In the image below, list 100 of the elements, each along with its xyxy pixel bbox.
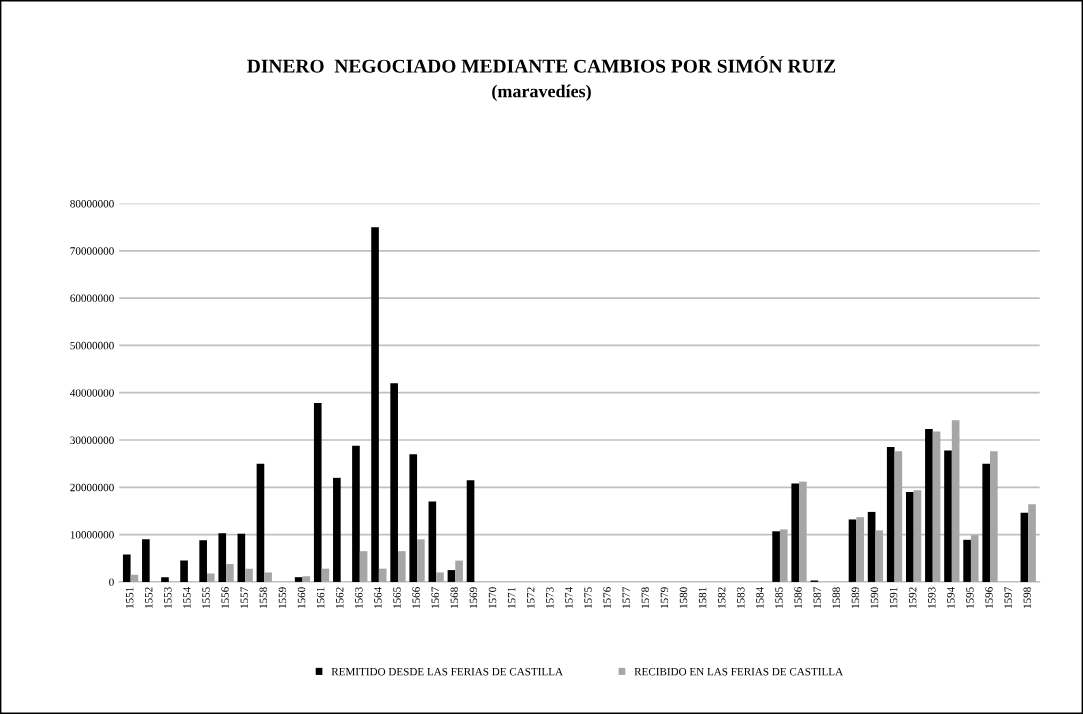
bar xyxy=(466,480,475,582)
x-tick-label: 1561 xyxy=(316,587,325,609)
x-tick-label: 1596 xyxy=(985,587,993,609)
x-tick-label: 1577 xyxy=(622,587,630,609)
x-tick-label: 1597 xyxy=(1004,587,1012,609)
bar xyxy=(963,539,971,582)
bar xyxy=(436,572,444,582)
x-tick-label: 1562 xyxy=(335,587,344,609)
bar xyxy=(256,463,265,582)
bar xyxy=(894,451,903,582)
x-tick-label: 1594 xyxy=(947,586,955,609)
x-tick-label: 1553 xyxy=(164,587,172,609)
x-tick-label: 1589 xyxy=(851,587,860,609)
bar xyxy=(951,420,960,582)
bar xyxy=(772,531,780,582)
bar xyxy=(359,551,368,582)
x-tick-label: 1570 xyxy=(488,587,497,609)
y-tick-label: 70000000 xyxy=(70,247,114,255)
bar xyxy=(245,568,253,582)
bar xyxy=(455,560,463,582)
bar xyxy=(1028,504,1036,582)
bar xyxy=(848,519,857,582)
y-tick-label: 40000000 xyxy=(70,389,114,397)
x-tick-label: 1591 xyxy=(889,587,898,609)
bar xyxy=(417,539,425,582)
x-tick-label: 1555 xyxy=(202,587,210,609)
bar xyxy=(142,539,150,582)
bar xyxy=(779,529,788,582)
y-tick-label: 80000000 xyxy=(70,199,114,208)
x-tick-label: 1568 xyxy=(450,587,459,609)
bar xyxy=(799,481,807,582)
bar xyxy=(447,570,456,582)
x-tick-label: 1572 xyxy=(526,587,535,609)
x-tick-label: 1586 xyxy=(794,587,802,609)
bar xyxy=(237,533,246,582)
x-tick-label: 1573 xyxy=(546,587,554,609)
x-tick-label: 1554 xyxy=(183,586,191,609)
bar xyxy=(390,383,398,582)
x-tick-label: 1584 xyxy=(756,586,764,609)
x-tick-label: 1551 xyxy=(125,587,134,609)
bar xyxy=(206,573,215,582)
bar xyxy=(875,530,884,582)
bar xyxy=(333,477,341,582)
bar xyxy=(321,568,330,582)
x-tick-label: 1556 xyxy=(221,587,229,609)
x-tick-label: 1565 xyxy=(393,587,401,609)
bar xyxy=(932,431,941,582)
bar xyxy=(371,227,379,582)
x-tick-label: 1571 xyxy=(507,587,516,609)
bar xyxy=(302,576,311,582)
bar xyxy=(867,511,876,582)
legend-label: REMITIDO DESDE LAS FERIAS DE CASTILLA xyxy=(331,667,563,676)
bar xyxy=(856,517,864,582)
bar xyxy=(886,447,895,582)
x-tick-label: 1564 xyxy=(374,586,382,609)
bar xyxy=(982,463,991,582)
bar xyxy=(990,451,998,582)
bar xyxy=(378,568,387,582)
x-tick-label: 1585 xyxy=(775,587,783,609)
y-tick-label: 50000000 xyxy=(70,341,114,350)
chart-title: DINERO NEGOCIADO MEDIANTE CAMBIOS POR SIMÓN RUIZ xyxy=(247,55,836,73)
x-tick-label: 1595 xyxy=(966,587,974,609)
x-tick-label: 1587 xyxy=(813,587,821,609)
bar xyxy=(925,429,933,582)
bar xyxy=(130,574,139,582)
bar xyxy=(905,492,914,582)
y-tick-label: 10000000 xyxy=(70,531,114,539)
x-tick-label: 1566 xyxy=(412,587,420,609)
chart-subtitle: (maravedíes) xyxy=(492,84,591,102)
x-tick-label: 1557 xyxy=(240,587,248,609)
bar xyxy=(944,450,952,582)
x-tick-label: 1558 xyxy=(259,587,268,609)
x-tick-label: 1559 xyxy=(278,587,287,609)
x-tick-label: 1574 xyxy=(565,586,573,609)
bar xyxy=(161,577,169,582)
bar xyxy=(218,533,227,582)
x-tick-label: 1588 xyxy=(832,587,841,609)
x-tick-label: 1592 xyxy=(908,587,917,609)
bar xyxy=(1020,512,1029,582)
bar xyxy=(397,551,406,582)
x-tick-label: 1569 xyxy=(469,587,478,609)
bar xyxy=(791,483,800,582)
x-tick-label: 1579 xyxy=(660,587,669,609)
y-tick-label: 20000000 xyxy=(70,483,114,492)
x-tick-label: 1598 xyxy=(1023,587,1031,609)
y-tick-label: 60000000 xyxy=(70,294,114,303)
x-tick-label: 1552 xyxy=(145,587,153,609)
bar xyxy=(294,577,303,582)
bar xyxy=(913,490,922,582)
x-tick-label: 1576 xyxy=(603,587,611,609)
bar xyxy=(226,563,234,582)
bar xyxy=(199,540,207,582)
bar xyxy=(264,572,272,582)
y-tick-label: 30000000 xyxy=(70,436,114,444)
bar xyxy=(352,445,360,582)
x-tick-label: 1582 xyxy=(717,587,726,609)
x-tick-label: 1590 xyxy=(870,587,879,609)
x-tick-label: 1593 xyxy=(928,587,936,609)
x-tick-label: 1580 xyxy=(679,587,688,609)
bar xyxy=(313,403,322,582)
